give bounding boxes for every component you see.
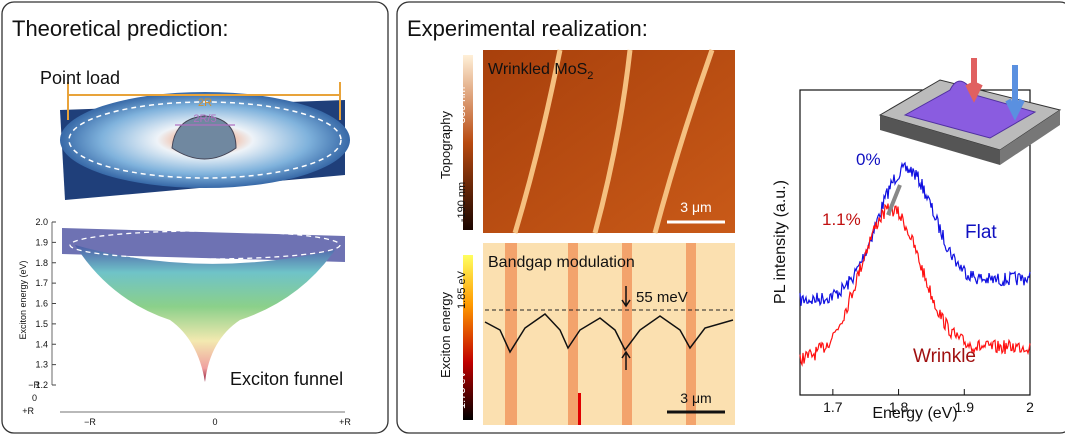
label: Exciton funnel <box>230 369 343 389</box>
tick-label: +R <box>339 417 351 427</box>
mark <box>578 393 581 425</box>
tick-label: 0 <box>32 393 37 403</box>
tick-label: −R <box>84 417 96 427</box>
subscript: 2 <box>587 70 593 82</box>
text: Wrinkled MoS <box>488 61 587 78</box>
axis-label: Exciton energy (eV) <box>18 260 28 339</box>
tick-label: 0 <box>212 417 217 427</box>
tick-label: 1.6 <box>35 299 48 309</box>
funnel-surface <box>75 245 335 382</box>
axis-label: PL intensity (a.u.) <box>772 180 789 304</box>
colorbar-max: 1.85 eV <box>456 270 468 309</box>
label: Flat <box>965 222 997 243</box>
colorbar-min: 1.75 eV <box>456 370 468 409</box>
tick-label: 1.3 <box>35 360 48 370</box>
panel-title: Experimental realization: <box>407 16 648 41</box>
scale-label: 3 μm <box>680 390 711 406</box>
tick-label: +R <box>22 406 34 416</box>
label: 0% <box>856 150 881 169</box>
laser-in <box>968 58 980 96</box>
tick-label: 1.7 <box>823 399 843 415</box>
tick-label: 1.7 <box>35 278 48 288</box>
tick-label: 1.9 <box>35 237 48 247</box>
colorbar-label: Exciton energy <box>438 292 453 378</box>
figure: Theoretical prediction: Experimental rea… <box>0 0 1065 435</box>
image-title: Bandgap modulation <box>488 254 635 271</box>
colorbar-min: -190 nm <box>456 182 468 222</box>
tick-label: 1.9 <box>955 399 975 415</box>
colorbar-max: 330 nm <box>456 87 468 124</box>
axis-label: Energy (eV) <box>872 405 957 422</box>
tick-label: 1.8 <box>889 399 909 415</box>
label: 2R <box>198 97 212 109</box>
tick-label: −R <box>28 380 40 390</box>
label: Wrinkle <box>913 346 976 367</box>
label: 55 meV <box>636 289 688 306</box>
scale-label: 3 μm <box>680 199 711 215</box>
label: 2R/5 <box>193 113 216 125</box>
tick-label: 2 <box>1026 399 1034 415</box>
tick-label: 1.5 <box>35 319 48 329</box>
tick-label: 2.0 <box>35 217 48 227</box>
tick-label: 1.4 <box>35 339 48 349</box>
tick-label: 1.8 <box>35 258 48 268</box>
label: 1.1% <box>822 210 861 229</box>
colorbar-label: Topography <box>438 111 453 179</box>
label: Point load <box>40 68 120 88</box>
panel-title: Theoretical prediction: <box>12 16 228 41</box>
